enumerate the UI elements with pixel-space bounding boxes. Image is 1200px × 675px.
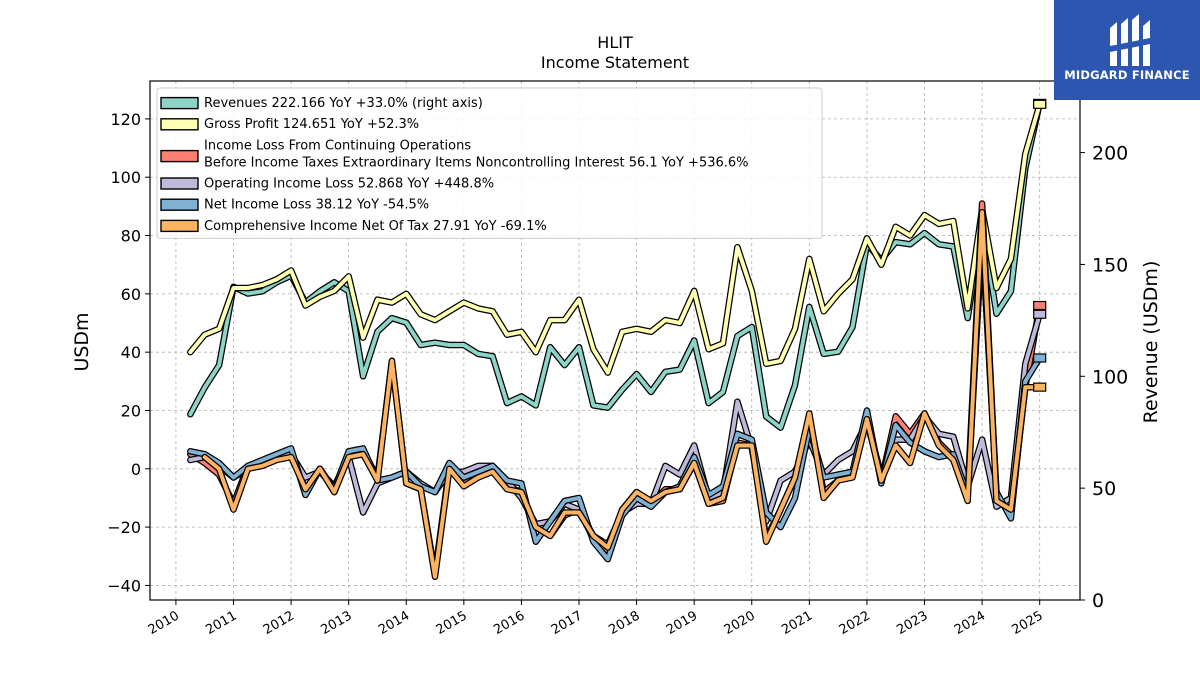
y-tick-label-right: 200 (1092, 143, 1128, 165)
y-axis-label-right: Revenue (USDm) (1140, 261, 1162, 424)
y-tick-label-left: 20 (121, 401, 141, 420)
y-tick-label-left: −40 (107, 576, 141, 595)
x-tick-label: 2022 (837, 608, 873, 638)
legend-item: Operating Income Loss 52.868 YoY +448.8% (160, 176, 494, 191)
y-tick-label-left: 0 (131, 460, 141, 479)
y-tick-label-right: 0 (1092, 590, 1104, 612)
legend-label: Revenues 222.166 YoY +33.0% (right axis) (204, 96, 483, 111)
y-tick-label-left: 120 (110, 110, 141, 129)
legend-swatch (160, 149, 199, 163)
y-axis-label-left: USDm (71, 312, 93, 371)
midgard-finance-logo: MIDGARD FINANCE (1054, 0, 1200, 100)
x-tick-label: 2015 (434, 608, 470, 638)
legend-item: Revenues 222.166 YoY +33.0% (right axis) (160, 96, 483, 111)
legend-label: Operating Income Loss 52.868 YoY +448.8% (204, 176, 494, 191)
y-tick-label-right: 100 (1092, 366, 1128, 388)
legend-swatch (160, 118, 199, 131)
series-line (202, 210, 1042, 579)
x-tick-label: 2013 (319, 608, 355, 638)
legend: Revenues 222.166 YoY +33.0% (right axis)… (156, 87, 823, 239)
y-tick-label-left: 60 (121, 285, 141, 304)
series-end-marker (1033, 99, 1047, 109)
legend-label: Comprehensive Income Net Of Tax 27.91 Yo… (204, 219, 547, 234)
x-tick-label: 2024 (952, 608, 988, 638)
series-end-marker (1033, 353, 1047, 363)
series-line (188, 201, 1042, 576)
x-tick-label: 2023 (894, 608, 930, 638)
y-tick-label-left: 100 (110, 168, 141, 187)
legend-box (156, 87, 823, 239)
series-end-marker (1033, 382, 1047, 392)
x-tick-label: 2011 (203, 608, 239, 638)
series-line (188, 101, 1042, 430)
y-tick-label-left: 80 (121, 227, 141, 246)
series-comprehensive-income-net-of-tax (201, 208, 1047, 580)
series-lines (187, 98, 1047, 580)
legend-label: Income Loss From Continuing Operations Be… (204, 138, 749, 170)
x-tick-label: 2018 (606, 608, 642, 638)
legend-item: Net Income Loss 38.12 YoY -54.5% (160, 198, 429, 213)
x-tick-label: 2016 (491, 608, 527, 638)
legend-swatch (160, 198, 199, 211)
x-tick-label: 2020 (722, 608, 758, 638)
logo-brand-name: MIDGARD FINANCE (1064, 68, 1190, 82)
legend-label: Net Income Loss 38.12 YoY -54.5% (204, 198, 429, 213)
x-tick-label: 2019 (664, 608, 700, 638)
legend-swatch (160, 219, 199, 233)
series-line (188, 102, 1042, 375)
series-end-marker (1033, 309, 1047, 319)
x-tick-label: 2021 (779, 608, 815, 638)
y-tick-label-left: 40 (121, 343, 141, 362)
x-tick-label: 2014 (376, 608, 412, 638)
chart-title: HLIT (597, 33, 633, 52)
x-tick-label: 2017 (549, 608, 585, 638)
y-tick-label-left: −20 (107, 518, 141, 537)
series-gross-profit (187, 99, 1047, 376)
x-tick-label: 2010 (146, 608, 182, 638)
chart-subtitle: Income Statement (541, 53, 689, 72)
legend-label: Gross Profit 124.651 YoY +52.3% (204, 117, 419, 132)
legend-item: Income Loss From Continuing Operations Be… (160, 138, 749, 170)
plot-frame (149, 80, 1081, 601)
logo-mark-icon (1110, 14, 1150, 66)
x-tick-label: 2012 (261, 608, 297, 638)
legend-item: Gross Profit 124.651 YoY +52.3% (160, 117, 419, 132)
legend-item: Comprehensive Income Net Of Tax 27.91 Yo… (160, 219, 547, 234)
y-tick-label-right: 150 (1092, 254, 1128, 276)
legend-swatch (160, 96, 199, 110)
x-tick-label: 2025 (1010, 608, 1046, 638)
series-end-marker (1033, 300, 1047, 311)
series-outline (187, 200, 1043, 578)
legend-swatch (160, 177, 199, 190)
y-tick-label-right: 50 (1092, 478, 1116, 500)
